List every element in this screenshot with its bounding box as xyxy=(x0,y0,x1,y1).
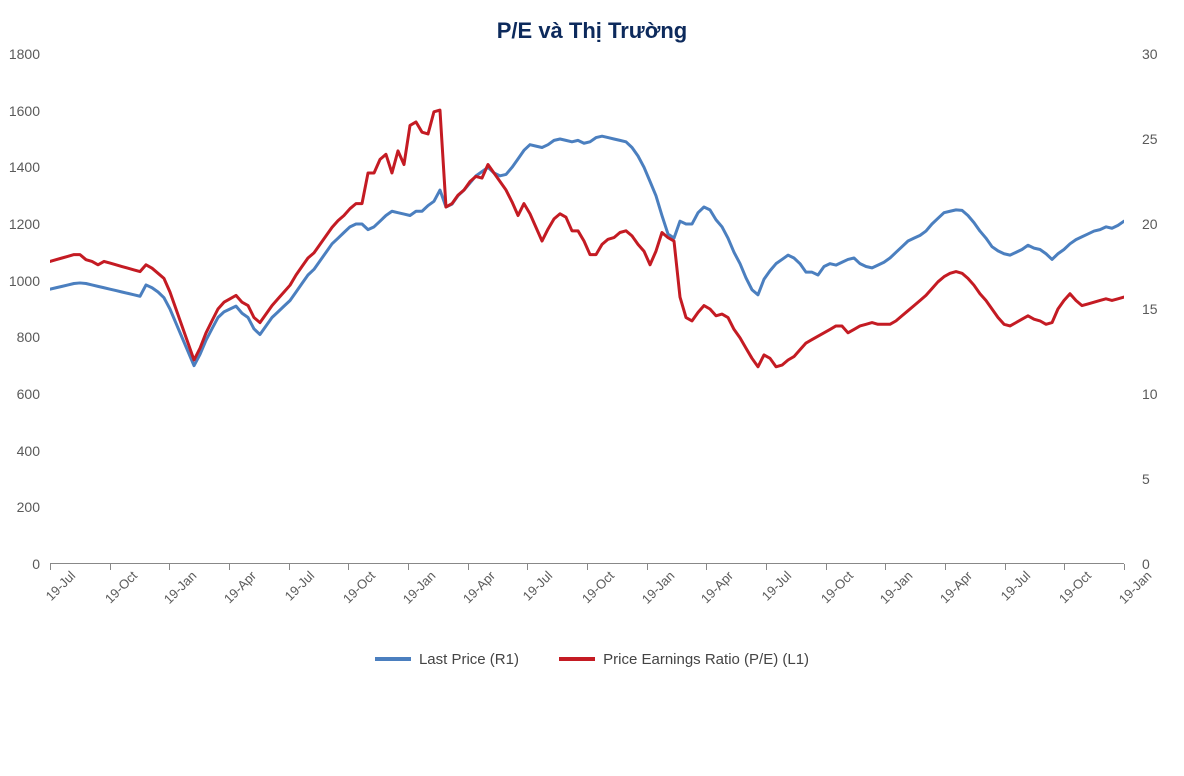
y-right-tick: 15 xyxy=(1142,301,1158,317)
y-left-tick: 1000 xyxy=(0,273,40,289)
chart-svg xyxy=(50,54,1124,564)
x-tick: 19-Apr xyxy=(221,568,259,606)
y-left-tick: 400 xyxy=(0,443,40,459)
x-tick: 19-Apr xyxy=(698,568,736,606)
x-tick: 19-Apr xyxy=(937,568,975,606)
x-tick: 19-Jan xyxy=(400,568,439,607)
y-left-tick: 1800 xyxy=(0,46,40,62)
chart-legend: Last Price (R1) Price Earnings Ratio (P/… xyxy=(0,648,1184,668)
y-left-tick: 1200 xyxy=(0,216,40,232)
y-axis-left: 020040060080010001200140016001800 xyxy=(0,54,45,564)
x-tick: 19-Jan xyxy=(1116,568,1155,607)
x-tick: 19-Oct xyxy=(818,568,856,606)
y-right-tick: 30 xyxy=(1142,46,1158,62)
y-left-tick: 800 xyxy=(0,329,40,345)
x-tick: 19-Jan xyxy=(638,568,677,607)
y-left-tick: 600 xyxy=(0,386,40,402)
x-tick: 19-Oct xyxy=(340,568,378,606)
y-right-tick: 20 xyxy=(1142,216,1158,232)
y-right-tick: 25 xyxy=(1142,131,1158,147)
x-tick: 19-Oct xyxy=(579,568,617,606)
x-tick: 19-Jul xyxy=(997,568,1033,604)
legend-label-pe: Price Earnings Ratio (P/E) (L1) xyxy=(603,651,809,668)
chart-plot-area: 020040060080010001200140016001800 051015… xyxy=(50,54,1124,564)
x-tick: 19-Oct xyxy=(102,568,140,606)
y-left-tick: 0 xyxy=(0,556,40,572)
legend-item-pe: Price Earnings Ratio (P/E) (L1) xyxy=(559,651,809,668)
x-tick: 19-Jan xyxy=(161,568,200,607)
x-axis: 19-Jul 19-Oct 19-Jan 19-Apr 19-Jul 19-Oct 19-J… xyxy=(50,568,1124,628)
x-tick: 19-Jul xyxy=(281,568,317,604)
y-right-tick: 10 xyxy=(1142,386,1158,402)
legend-swatch-pe xyxy=(559,657,595,661)
y-axis-right: 051015202530 xyxy=(1134,54,1179,564)
x-tick: 19-Apr xyxy=(460,568,498,606)
legend-item-last-price: Last Price (R1) xyxy=(375,651,519,668)
legend-swatch-last-price xyxy=(375,657,411,661)
x-tick: 19-Jul xyxy=(43,568,79,604)
x-tick: 19-Oct xyxy=(1056,568,1094,606)
chart-title: P/E và Thị Trường xyxy=(0,0,1184,54)
y-left-tick: 200 xyxy=(0,499,40,515)
x-tick: 19-Jul xyxy=(759,568,795,604)
legend-label-last-price: Last Price (R1) xyxy=(419,651,519,668)
x-tick: 19-Jan xyxy=(877,568,916,607)
y-left-tick: 1400 xyxy=(0,159,40,175)
y-right-tick: 5 xyxy=(1142,471,1150,487)
x-tick: 19-Jul xyxy=(520,568,556,604)
y-left-tick: 1600 xyxy=(0,103,40,119)
